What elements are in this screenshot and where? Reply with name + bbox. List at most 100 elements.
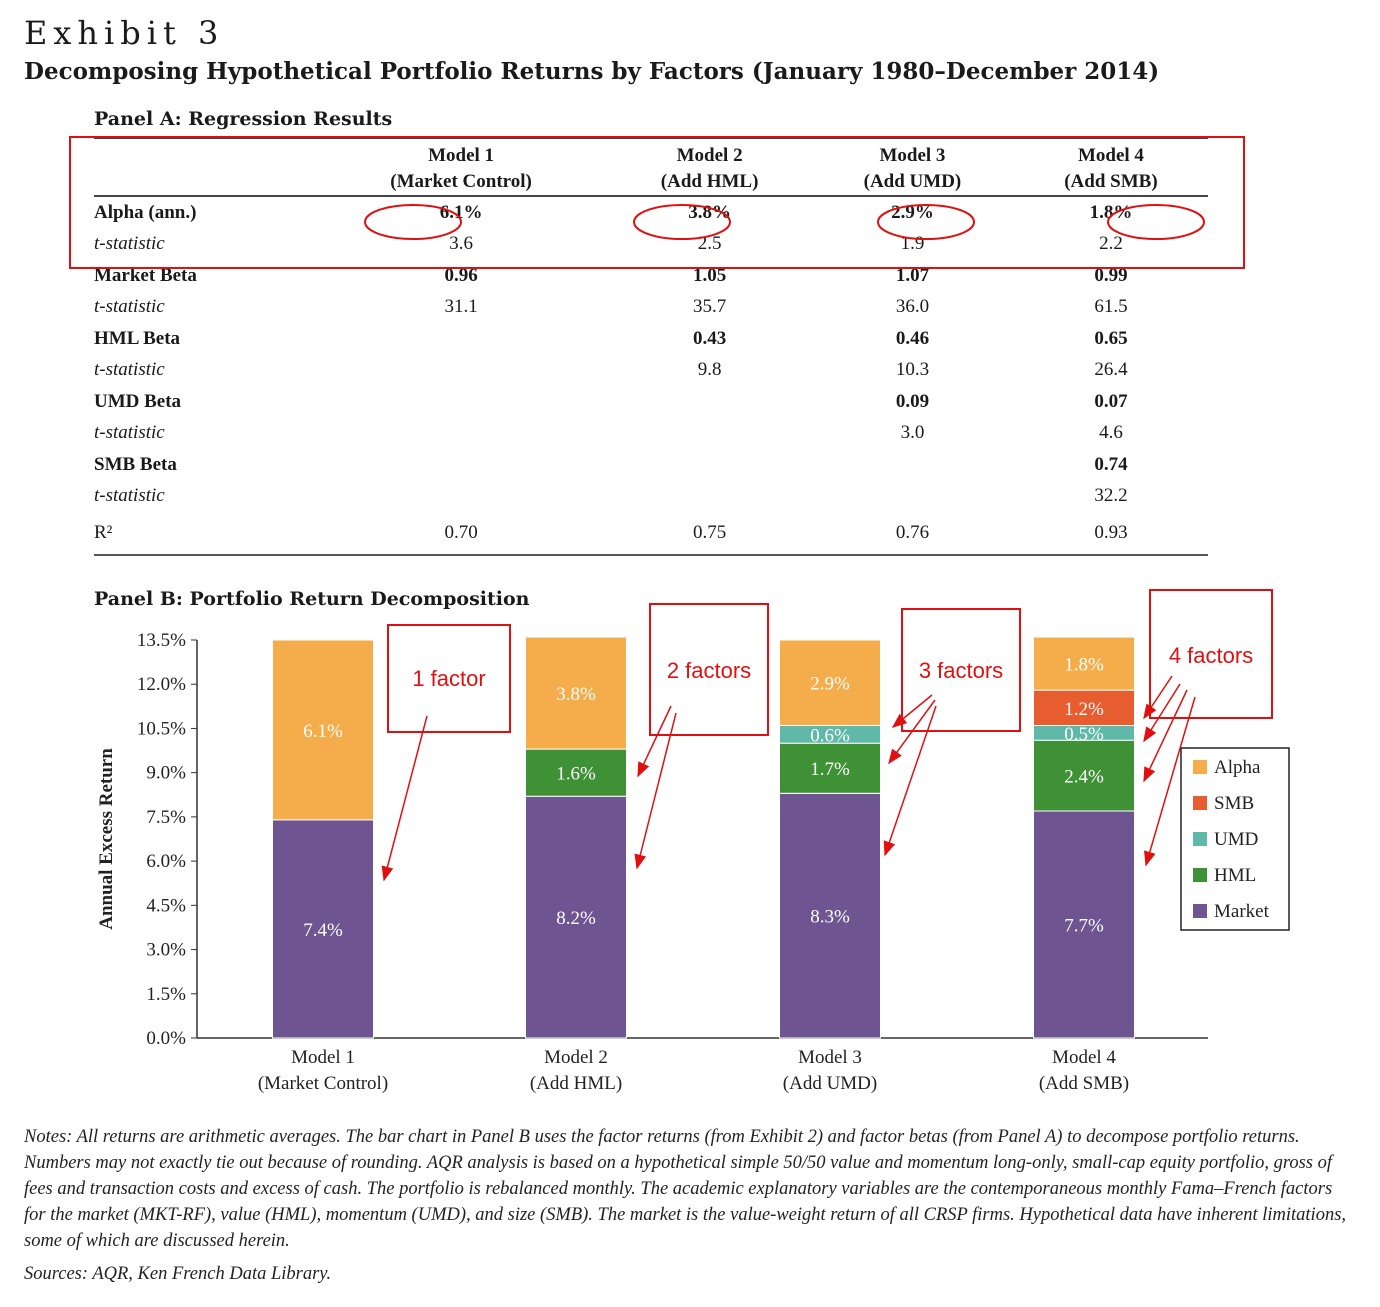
annotation-arrow [891, 694, 933, 728]
bar-segment-alpha [272, 639, 374, 821]
highlight-ellipse [364, 204, 462, 240]
row-label: t-statistic [94, 485, 165, 507]
y-tick-label: 4.5% [146, 895, 186, 916]
panel-a-title: Panel A: Regression Results [94, 108, 393, 130]
data-label: 1.6% [556, 764, 596, 785]
row-label: SMB Beta [94, 453, 177, 475]
x-tick-label: Model 1 [291, 1047, 355, 1068]
sources-text: Sources: AQR, Ken French Data Library. [24, 1264, 332, 1284]
annotation-arrow [883, 705, 937, 857]
table-cell: 0.09 [895, 390, 930, 412]
data-label: 3.8% [556, 684, 596, 705]
table-row: SMB Beta 0.74 [94, 449, 1208, 481]
y-tick-label: 6.0% [146, 851, 186, 872]
bar-segment-market [1033, 810, 1135, 1039]
annotation-arrow [1144, 696, 1196, 867]
bar-segment-alpha [525, 636, 627, 750]
annotation-arrow [1143, 689, 1188, 783]
row-label: HML Beta [94, 327, 181, 349]
table-cell: 10.3 [895, 359, 930, 381]
column-header: Model 4 (Add SMB) [1064, 145, 1158, 192]
bar-segment-hml [525, 748, 627, 797]
table-cell: 3.0 [900, 422, 925, 444]
row-label: Alpha (ann.) [94, 201, 197, 223]
y-tick-label: 13.5% [137, 630, 186, 651]
data-label: 1.2% [1064, 699, 1104, 720]
x-tick-label: (Add SMB) [1039, 1073, 1129, 1094]
table-cell: 0.93 [1094, 522, 1128, 543]
bar-segment-smb [1033, 689, 1135, 726]
highlight-ellipse [1107, 204, 1205, 240]
regression-table: Model 1 (Market Control) Model 2 (Add HML)… [94, 137, 1208, 556]
y-tick-label: 12.0% [137, 674, 186, 695]
x-tick-label: (Market Control) [258, 1073, 388, 1094]
x-tick-label: Model 2 [544, 1047, 608, 1068]
row-label: t-statistic [94, 296, 165, 318]
legend-swatch-market [1193, 904, 1207, 918]
table-cell: 1.07 [895, 264, 930, 286]
data-label: 1.8% [1064, 655, 1104, 676]
table-row: HML Beta 0.43 0.46 0.65 [94, 323, 1208, 355]
highlight-ellipse [877, 204, 975, 240]
data-label: 2.9% [810, 674, 850, 695]
table-cell: 0.46 [895, 327, 930, 349]
legend-label-alpha: Alpha [1214, 757, 1261, 778]
table-cell: 0.76 [895, 522, 930, 543]
row-label: t-statistic [94, 359, 165, 381]
data-label: 6.1% [303, 721, 343, 742]
annotation-box [901, 608, 1021, 732]
data-label: 0.6% [810, 725, 850, 746]
table-row: Alpha (ann.) 6.1% 3.8% 2.9% 1.8% [94, 196, 1208, 229]
legend-swatch-smb [1193, 796, 1207, 810]
bar-segment-market [779, 792, 881, 1039]
table-cell: 0.74 [1094, 453, 1128, 475]
annotation-arrow [637, 705, 672, 778]
x-tick-label: Model 4 [1052, 1047, 1116, 1068]
annotation-box [1149, 589, 1273, 719]
legend-swatch-hml [1193, 868, 1207, 882]
data-label: 0.5% [1064, 724, 1104, 745]
annotation-box [649, 603, 769, 736]
x-tick-label: (Add HML) [530, 1073, 622, 1094]
table-cell: 35.7 [692, 296, 727, 318]
legend-label-umd: UMD [1214, 829, 1258, 850]
data-label: 1.7% [810, 759, 850, 780]
table-cell: 0.75 [692, 522, 727, 543]
bar-segment-alpha [1033, 636, 1135, 691]
table-row: R² 0.70 0.75 0.76 0.93 [94, 512, 1208, 555]
row-label: t-statistic [94, 422, 165, 444]
exhibit-number: Exhibit 3 [24, 14, 225, 52]
table-cell: 26.4 [1094, 359, 1128, 381]
legend-swatch-alpha [1193, 760, 1207, 774]
table-cell: 3.6 [449, 233, 473, 255]
legend-label-smb: SMB [1214, 793, 1254, 814]
table-cell: 6.1% [439, 201, 483, 223]
table-row: UMD Beta 0.09 0.07 [94, 386, 1208, 418]
annotation-label: 4 factors [1169, 643, 1253, 668]
y-tick-label: 0.0% [146, 1028, 186, 1049]
data-label: 7.7% [1064, 915, 1104, 936]
row-label: UMD Beta [94, 390, 182, 412]
highlight-ellipse [633, 204, 731, 240]
column-header: Model 2 (Add HML) [660, 145, 759, 192]
row-label: t-statistic [94, 233, 165, 255]
table-cell: 1.8% [1089, 201, 1133, 223]
y-tick-label: 3.0% [146, 940, 186, 961]
notes-text: Notes: All returns are arithmetic averag… [24, 1127, 1347, 1251]
table-cell: 0.43 [692, 327, 727, 349]
legend-label-market: Market [1214, 901, 1270, 922]
table-row: t-statistic 9.8 10.3 26.4 [94, 355, 1208, 387]
annotation-arrow [634, 712, 677, 870]
y-tick-label: 1.5% [146, 984, 186, 1005]
table-cell: 0.99 [1094, 264, 1128, 286]
table-cell: 9.8 [697, 359, 722, 381]
annotation-arrow [381, 715, 428, 882]
table-row: Market Beta 0.96 1.05 1.07 0.99 [94, 260, 1208, 292]
legend-swatch-umd [1193, 832, 1207, 846]
y-tick-label: 7.5% [146, 807, 186, 828]
annotation-label: 2 factors [667, 658, 751, 683]
table-cell: 2.2 [1099, 233, 1123, 255]
data-label: 8.3% [810, 907, 850, 928]
legend-label-hml: HML [1214, 865, 1256, 886]
table-cell: 0.65 [1094, 327, 1128, 349]
